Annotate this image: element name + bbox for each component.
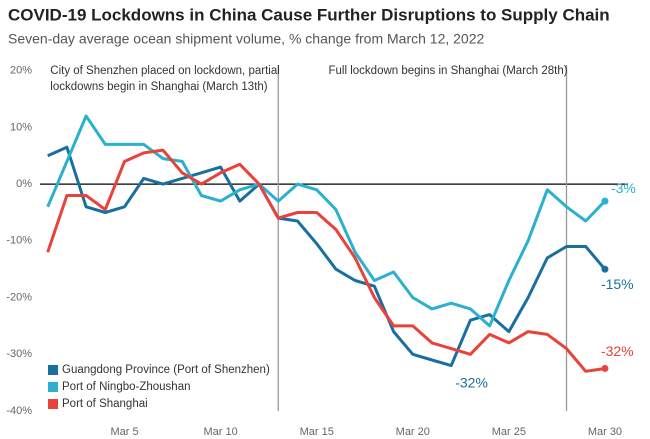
annotation: -32% xyxy=(455,374,488,390)
event-label: lockdowns begin in Shanghai (March 13th) xyxy=(50,81,268,93)
x-tick-label: Mar 5 xyxy=(110,426,138,438)
series-line xyxy=(47,145,607,368)
y-tick-label: -30% xyxy=(6,348,32,360)
legend-label: Guangdong Province (Port of Shenzhen) xyxy=(62,364,270,376)
event-label: Full lockdown begins in Shanghai (March … xyxy=(329,65,568,77)
annotation: -32% xyxy=(601,343,634,359)
y-tick-label: 20% xyxy=(10,65,32,77)
end-dot xyxy=(601,364,609,372)
series-line xyxy=(46,148,606,373)
end-dot xyxy=(601,265,609,273)
legend-swatch xyxy=(48,365,58,375)
x-tick-label: Mar 20 xyxy=(396,426,430,438)
annotation: -15% xyxy=(601,276,634,292)
chart-subtitle: Seven-day average ocean shipment volume,… xyxy=(8,31,484,47)
x-tick-label: Mar 25 xyxy=(492,426,526,438)
end-dot xyxy=(601,197,609,205)
y-tick-label: -20% xyxy=(6,291,32,303)
legend-swatch xyxy=(48,399,58,409)
x-tick-label: Mar 10 xyxy=(204,426,238,438)
y-tick-label: 0% xyxy=(16,178,32,190)
annotation: -3% xyxy=(611,180,636,196)
event-label: City of Shenzhen placed on lockdown, par… xyxy=(50,65,280,77)
legend-label: Port of Ningbo-Zhoushan xyxy=(62,381,191,393)
legend-label: Port of Shanghai xyxy=(62,398,148,410)
y-tick-label: 10% xyxy=(10,121,32,133)
chart-title: COVID-19 Lockdowns in China Cause Furthe… xyxy=(8,5,610,24)
series-line xyxy=(46,114,606,328)
x-tick-label: Mar 15 xyxy=(300,426,334,438)
legend-swatch xyxy=(48,382,58,392)
y-tick-label: -10% xyxy=(6,235,32,247)
x-tick-label: Mar 30 xyxy=(588,426,622,438)
y-tick-label: -40% xyxy=(6,405,32,417)
